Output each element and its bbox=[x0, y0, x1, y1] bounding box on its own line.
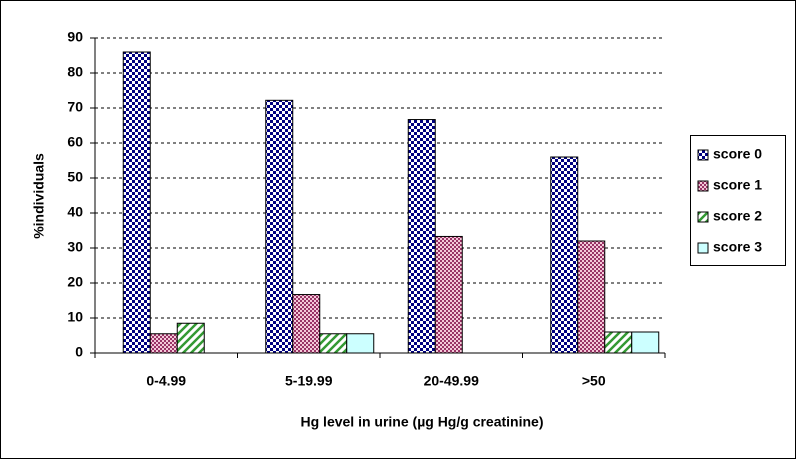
bar bbox=[122, 51, 151, 354]
y-tick-label: 50 bbox=[67, 169, 83, 185]
x-tick-label: >50 bbox=[582, 373, 606, 389]
x-tick-label: 0-4.99 bbox=[146, 373, 186, 389]
y-tick-label: 0 bbox=[75, 344, 83, 360]
bar bbox=[346, 333, 375, 354]
bar bbox=[265, 99, 294, 354]
bar bbox=[577, 240, 606, 354]
bar bbox=[319, 333, 348, 354]
y-tick-label: 90 bbox=[67, 29, 83, 45]
y-axis-title: %individuals bbox=[31, 153, 47, 239]
y-tick-label: 30 bbox=[67, 239, 83, 255]
legend-label: score 3 bbox=[713, 239, 762, 255]
y-tick-label: 20 bbox=[67, 274, 83, 290]
y-tick-label: 40 bbox=[67, 204, 83, 220]
y-tick-label: 10 bbox=[67, 309, 83, 325]
legend-label: score 0 bbox=[713, 146, 762, 162]
bar bbox=[631, 331, 660, 354]
legend-label: score 1 bbox=[713, 177, 762, 193]
legend-swatch bbox=[697, 180, 709, 192]
y-tick-label: 70 bbox=[67, 99, 83, 115]
legend-swatch bbox=[697, 242, 709, 254]
bar bbox=[149, 333, 178, 354]
bar bbox=[604, 331, 633, 354]
x-tick-label: 5-19.99 bbox=[285, 373, 333, 389]
legend-swatch bbox=[697, 211, 709, 223]
bar bbox=[176, 322, 205, 354]
x-tick-label: 20-49.99 bbox=[424, 373, 479, 389]
bar bbox=[292, 294, 321, 354]
y-tick-label: 60 bbox=[67, 134, 83, 150]
legend-swatch bbox=[697, 149, 709, 161]
x-axis-title: Hg level in urine (µg Hg/g creatinine) bbox=[301, 414, 544, 430]
y-tick-label: 80 bbox=[67, 64, 83, 80]
bar bbox=[550, 156, 579, 354]
bar bbox=[434, 235, 463, 354]
bar bbox=[407, 119, 436, 354]
legend-label: score 2 bbox=[713, 208, 762, 224]
